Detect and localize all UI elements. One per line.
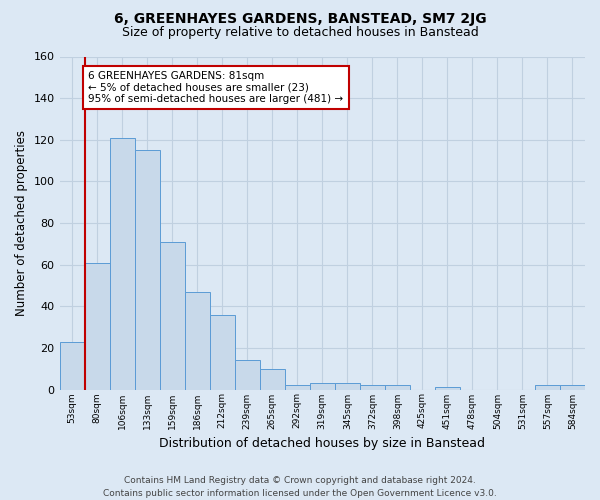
Bar — [160, 242, 185, 390]
Text: Contains HM Land Registry data © Crown copyright and database right 2024.
Contai: Contains HM Land Registry data © Crown c… — [103, 476, 497, 498]
Bar — [360, 386, 385, 390]
X-axis label: Distribution of detached houses by size in Banstead: Distribution of detached houses by size … — [159, 437, 485, 450]
Bar — [85, 262, 110, 390]
Text: 6 GREENHAYES GARDENS: 81sqm
← 5% of detached houses are smaller (23)
95% of semi: 6 GREENHAYES GARDENS: 81sqm ← 5% of deta… — [88, 71, 343, 104]
Bar — [110, 138, 134, 390]
Text: Size of property relative to detached houses in Banstead: Size of property relative to detached ho… — [122, 26, 478, 39]
Bar — [535, 386, 560, 390]
Bar — [285, 386, 310, 390]
Bar — [560, 386, 585, 390]
Text: 6, GREENHAYES GARDENS, BANSTEAD, SM7 2JG: 6, GREENHAYES GARDENS, BANSTEAD, SM7 2JG — [113, 12, 487, 26]
Bar — [335, 384, 360, 390]
Bar — [209, 314, 235, 390]
Bar — [260, 368, 285, 390]
Bar — [435, 388, 460, 390]
Y-axis label: Number of detached properties: Number of detached properties — [15, 130, 28, 316]
Bar — [185, 292, 209, 390]
Bar — [385, 386, 410, 390]
Bar — [134, 150, 160, 390]
Bar — [59, 342, 85, 390]
Bar — [310, 384, 335, 390]
Bar — [235, 360, 260, 390]
